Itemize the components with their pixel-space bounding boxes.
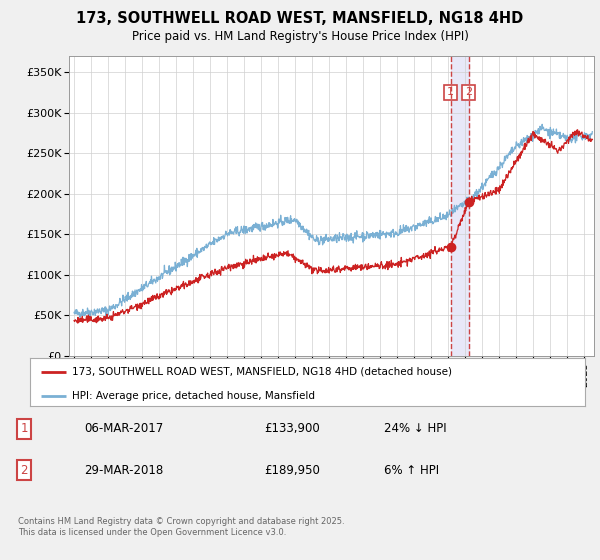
Text: HPI: Average price, detached house, Mansfield: HPI: Average price, detached house, Mans… [71,390,314,400]
Text: £189,950: £189,950 [264,464,320,477]
Text: 2: 2 [20,464,28,477]
Text: 6% ↑ HPI: 6% ↑ HPI [384,464,439,477]
Text: £133,900: £133,900 [264,422,320,435]
Text: 06-MAR-2017: 06-MAR-2017 [84,422,163,435]
Text: 173, SOUTHWELL ROAD WEST, MANSFIELD, NG18 4HD (detached house): 173, SOUTHWELL ROAD WEST, MANSFIELD, NG1… [71,367,452,377]
Text: Contains HM Land Registry data © Crown copyright and database right 2025.
This d: Contains HM Land Registry data © Crown c… [18,517,344,536]
Text: 173, SOUTHWELL ROAD WEST, MANSFIELD, NG18 4HD: 173, SOUTHWELL ROAD WEST, MANSFIELD, NG1… [76,11,524,26]
Text: Price paid vs. HM Land Registry's House Price Index (HPI): Price paid vs. HM Land Registry's House … [131,30,469,43]
Text: 24% ↓ HPI: 24% ↓ HPI [384,422,446,435]
Text: 1: 1 [447,87,454,97]
Text: 29-MAR-2018: 29-MAR-2018 [84,464,163,477]
Bar [451,56,469,356]
Text: 1: 1 [20,422,28,435]
Text: 2: 2 [465,87,472,97]
